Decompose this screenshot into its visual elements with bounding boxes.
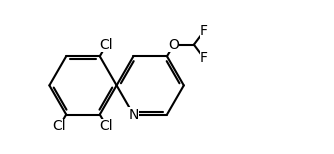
Text: Cl: Cl xyxy=(100,119,113,133)
Text: F: F xyxy=(200,24,208,38)
Text: Cl: Cl xyxy=(100,38,113,52)
Text: F: F xyxy=(200,51,208,65)
Text: N: N xyxy=(128,107,139,122)
Text: O: O xyxy=(168,38,179,52)
Text: Cl: Cl xyxy=(53,119,66,133)
